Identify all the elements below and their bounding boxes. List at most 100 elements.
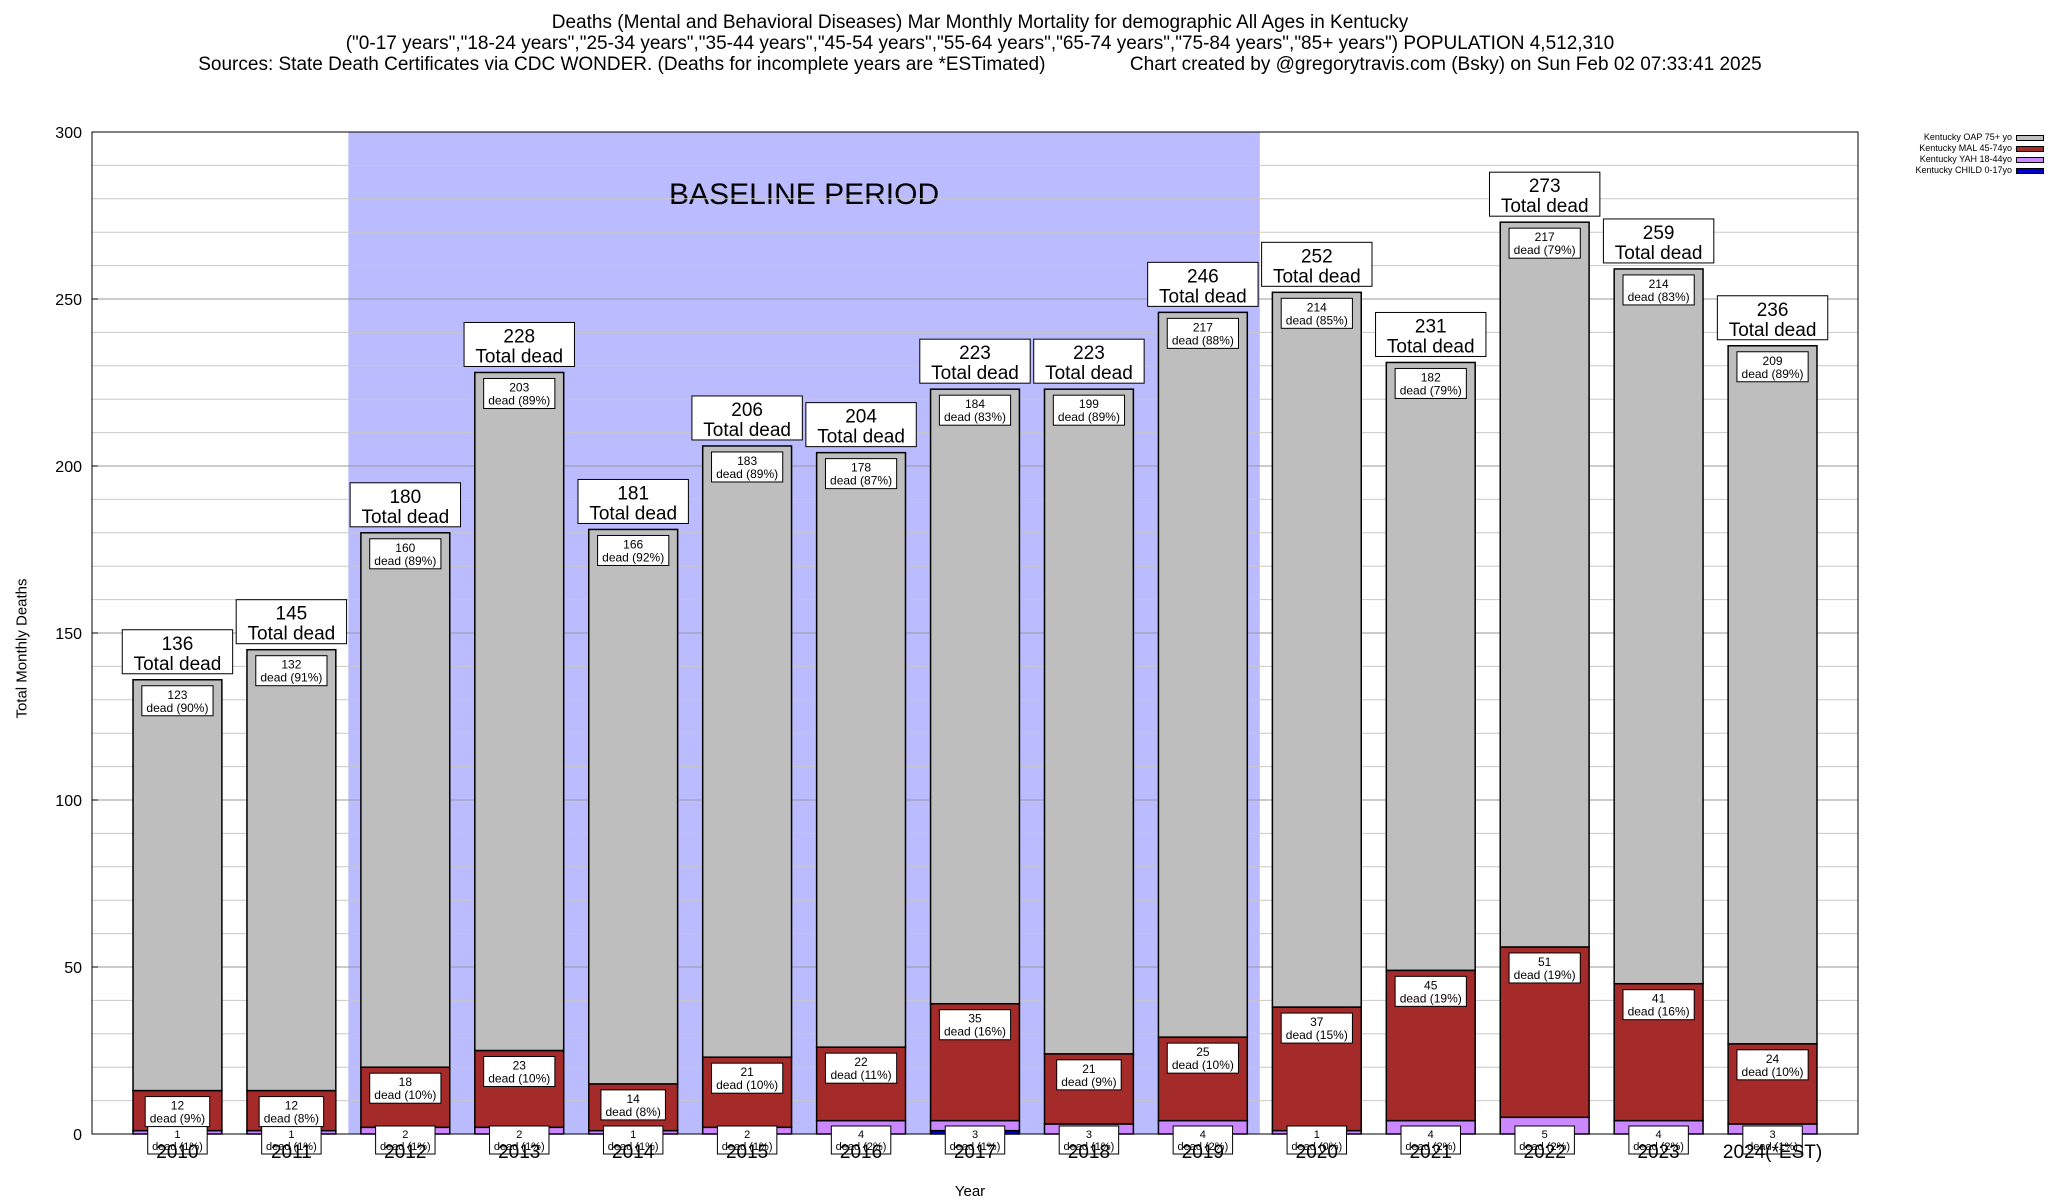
elderly-label-box <box>1736 351 1809 383</box>
legend-swatch <box>2016 145 2044 152</box>
x-tick-label: 2015 <box>726 1142 768 1163</box>
middle-age-label-text: dead (8%) <box>264 1112 319 1126</box>
middle-age-label-box <box>1166 1042 1239 1074</box>
middle-age-label-box <box>1508 952 1581 984</box>
young-adult-label-text: 4 <box>1428 1129 1434 1141</box>
total-dead-label-text: Total dead <box>1729 320 1817 341</box>
x-tick-label: 2024(*EST) <box>1723 1142 1822 1163</box>
middle-age-label-box <box>483 1056 556 1087</box>
young-adult-label-text: 4 <box>858 1129 864 1141</box>
young-adult-label-text: dead (1%) <box>722 1141 773 1153</box>
legend-entry: Kentucky OAP 75+ yo <box>1856 132 2044 143</box>
middle-age-label-box <box>144 1096 211 1128</box>
middle-age-label-box <box>824 1052 898 1084</box>
total-dead-label-box <box>463 321 575 367</box>
young-adult-label-text: 2 <box>402 1129 408 1141</box>
elderly-label-text: dead (89%) <box>716 467 778 481</box>
total-dead-label-text: Total dead <box>361 507 449 528</box>
total-dead-label-box <box>919 338 1031 384</box>
y-tick-label: 0 <box>73 1127 82 1144</box>
total-dead-label-text: Total dead <box>1045 363 1133 384</box>
young-adult-label-text: 4 <box>1200 1129 1206 1141</box>
elderly-label-text: 203 <box>509 380 529 394</box>
legend-entry: Kentucky CHILD 0-17yo <box>1856 165 2044 176</box>
elderly-label-box <box>369 538 442 570</box>
total-dead-label-text: 145 <box>276 604 308 625</box>
total-dead-label-box <box>1261 241 1373 287</box>
middle-age-label-box <box>258 1096 325 1128</box>
bar-segment <box>474 371 565 1052</box>
legend-entry-label: Kentucky CHILD 0-17yo <box>1915 165 2012 175</box>
middle-age-label-text: 24 <box>1766 1052 1780 1066</box>
middle-age-label-text: 51 <box>1538 955 1552 969</box>
young-adult-label-text: dead (2%) <box>1177 1141 1228 1153</box>
elderly-label-text: dead (85%) <box>1286 313 1348 327</box>
middle-age-label-text: 22 <box>854 1055 868 1069</box>
young-adult-label-text: dead (1%) <box>1064 1141 1115 1153</box>
elderly-label-box <box>1052 394 1126 426</box>
young-adult-label-text: 3 <box>1086 1129 1092 1141</box>
middle-age-label-box <box>1736 1049 1809 1081</box>
total-dead-label-text: 259 <box>1643 223 1675 244</box>
elderly-label-box <box>255 655 328 687</box>
total-dead-label-box <box>1488 171 1601 217</box>
elderly-label-text: 217 <box>1535 230 1555 244</box>
young-adult-label-text: dead (2%) <box>1633 1141 1684 1153</box>
total-dead-label-box <box>805 402 917 448</box>
total-dead-label-text: 228 <box>503 326 535 347</box>
total-dead-label-text: Total dead <box>703 420 791 441</box>
x-tick-label: 2014 <box>612 1142 655 1163</box>
middle-age-label-text: 12 <box>285 1099 299 1113</box>
young-adult-label-box <box>1172 1125 1234 1155</box>
middle-age-label-text: dead (19%) <box>1400 991 1462 1005</box>
young-adult-label-text: dead (1%) <box>494 1141 545 1153</box>
middle-age-label-text: 25 <box>1196 1045 1210 1059</box>
elderly-label-text: dead (83%) <box>1628 290 1690 304</box>
middle-age-label-box <box>600 1089 666 1121</box>
young-adult-label-box <box>1400 1125 1461 1155</box>
x-axis-label: Year <box>954 1183 986 1200</box>
middle-age-label-text: 37 <box>1310 1015 1324 1029</box>
young-adult-label-text: 1 <box>630 1129 636 1141</box>
legend-swatch <box>2016 156 2044 163</box>
total-dead-label-box <box>235 599 348 645</box>
middle-age-label-box <box>369 1072 442 1104</box>
elderly-label-text: dead (92%) <box>602 550 664 564</box>
elderly-label-text: 214 <box>1307 300 1327 314</box>
young-adult-label-text: 3 <box>972 1129 978 1141</box>
x-tick-label: 2021 <box>1410 1142 1452 1163</box>
young-adult-label-text: 1 <box>288 1129 294 1141</box>
young-adult-label-text: dead (1%) <box>266 1141 317 1153</box>
total-dead-label-text: 252 <box>1301 246 1333 267</box>
bar-segment <box>815 451 907 1048</box>
total-dead-label-box <box>349 482 462 528</box>
middle-age-label-text: dead (15%) <box>1286 1028 1348 1042</box>
bar-segment <box>1385 361 1476 972</box>
young-adult-label-box <box>944 1125 1006 1155</box>
young-adult-label-text: dead (1%) <box>950 1141 1001 1153</box>
total-dead-label-box <box>577 478 689 524</box>
elderly-label-text: 178 <box>851 461 871 475</box>
young-adult-label-text: 1 <box>174 1129 180 1141</box>
